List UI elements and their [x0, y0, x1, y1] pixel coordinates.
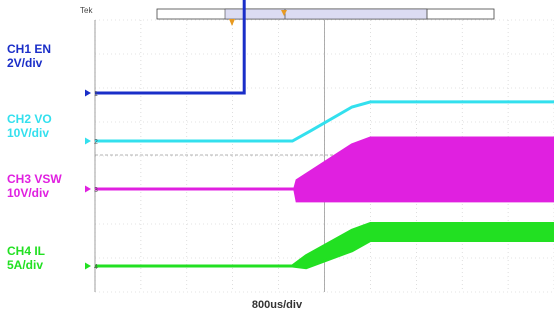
ch4-marker-label: 4 [94, 264, 98, 271]
ch3-ground-marker [85, 185, 91, 193]
ch1-scale: 2V/div [7, 56, 43, 70]
ch4-ground-marker [85, 262, 91, 270]
ch2-scale: 10V/div [7, 126, 50, 140]
trace-ch2 [95, 100, 554, 143]
ch3-marker-label: 3 [94, 187, 98, 194]
ch2-ground-marker [85, 137, 91, 145]
trace-ch4 [95, 222, 554, 270]
ch3-name: CH3 VSW [7, 172, 62, 186]
trace-ch1 [95, 0, 246, 95]
ch2-marker-label: 2 [94, 139, 98, 146]
ch4-name: CH4 IL [7, 244, 46, 258]
trigger-position-marker [281, 10, 287, 16]
ch4-scale: 5A/div [7, 258, 44, 272]
trace-ch3 [95, 136, 554, 203]
ch4-label: CH4 IL 5A/div [7, 244, 45, 272]
traces [95, 0, 554, 270]
channel-markers: 1 2 3 4 [85, 89, 98, 271]
ch1-marker-label: 1 [94, 91, 98, 98]
ch2-label: CH2 VO 10V/div [7, 112, 52, 140]
ch3-label: CH3 VSW 10V/div [7, 172, 62, 200]
record-bar [156, 8, 495, 26]
ch1-name: CH1 EN [7, 42, 52, 56]
ch2-name: CH2 VO [7, 112, 52, 126]
trigger-marker [229, 19, 235, 26]
timebase-label: 800us/div [251, 299, 303, 311]
ch1-ground-marker [85, 89, 91, 97]
ch1-label: CH1 EN 2V/div [7, 42, 51, 70]
ch3-scale: 10V/div [7, 186, 50, 200]
instrument-label: Tek [80, 6, 93, 15]
